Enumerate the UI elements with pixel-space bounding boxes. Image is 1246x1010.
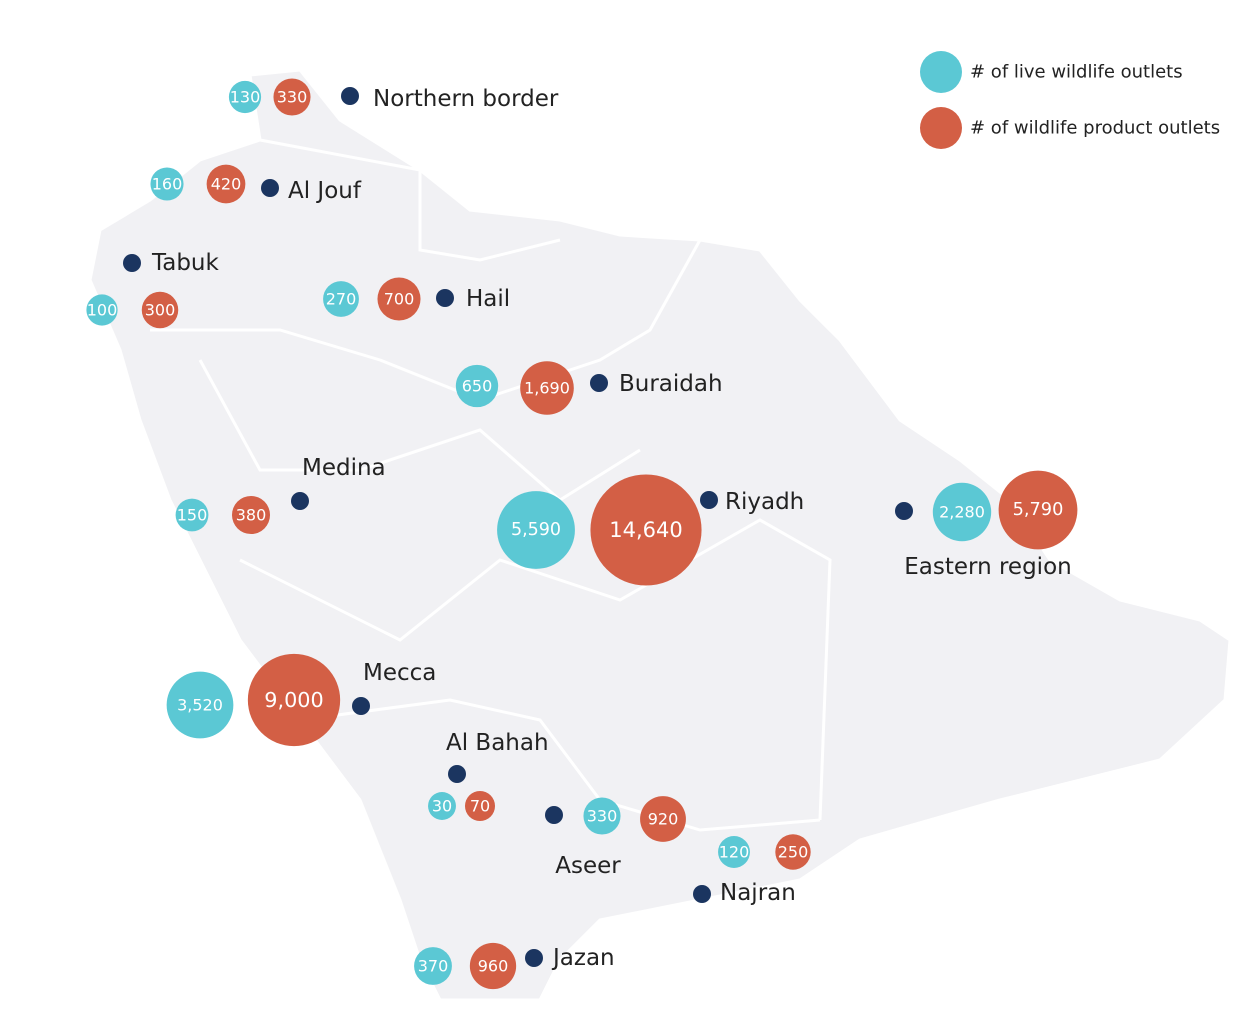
city-dot <box>590 374 608 392</box>
bubble <box>932 482 992 542</box>
bubble <box>175 498 209 532</box>
city-dot <box>700 491 718 509</box>
legend-swatch <box>920 51 962 93</box>
bubble <box>273 78 311 116</box>
city-dot <box>436 289 454 307</box>
region-label: Tabuk <box>151 250 220 276</box>
bubble-label: 420 <box>211 175 242 194</box>
bubble <box>323 281 359 317</box>
bubble-label: 380 <box>236 506 267 525</box>
region-label: Northern border <box>373 86 559 112</box>
city-dot <box>448 765 466 783</box>
bubble-label: 270 <box>326 290 357 309</box>
region-label: Jazan <box>551 945 615 971</box>
bubble <box>150 167 184 201</box>
bubble-label: 1,690 <box>524 379 570 398</box>
legend-label: # of live wildlife outlets <box>970 62 1183 83</box>
region-label: Aseer <box>555 853 621 879</box>
bubble-label: 920 <box>648 810 679 829</box>
bubble <box>455 364 499 408</box>
bubble-label: 30 <box>432 797 452 816</box>
bubble <box>497 491 575 569</box>
bubble-label: 370 <box>418 957 449 976</box>
bubble <box>166 671 234 739</box>
region-label: Hail <box>466 286 510 312</box>
bubble <box>231 495 271 535</box>
bubble <box>141 291 179 329</box>
bubble-label: 250 <box>778 843 809 862</box>
bubble <box>414 947 452 985</box>
bubble-label: 960 <box>478 957 509 976</box>
region-label: Riyadh <box>725 489 804 515</box>
bubble-label: 3,520 <box>177 696 223 715</box>
region-label: Eastern region <box>904 554 1071 580</box>
bubble-label: 330 <box>587 807 618 826</box>
legend-label: # of wildlife product outlets <box>970 118 1220 139</box>
bubble-label: 150 <box>177 506 208 525</box>
bubble-label: 160 <box>152 175 183 194</box>
city-dot <box>291 492 309 510</box>
city-dot <box>123 254 141 272</box>
region-label: Mecca <box>363 660 436 686</box>
bubble-label: 100 <box>87 301 118 320</box>
region-label: Al Bahah <box>446 730 549 756</box>
city-dot <box>545 806 563 824</box>
region-label: Al Jouf <box>288 178 362 204</box>
legend-swatch <box>920 107 962 149</box>
bubble-label: 9,000 <box>264 688 323 712</box>
region-label: Buraidah <box>619 371 723 397</box>
bubble <box>469 942 517 990</box>
city-dot <box>895 502 913 520</box>
city-dot <box>261 179 279 197</box>
city-dot <box>341 87 359 105</box>
bubble-label: 120 <box>719 843 750 862</box>
bubble-label: 300 <box>145 301 176 320</box>
bubble <box>206 164 246 204</box>
city-dot <box>525 949 543 967</box>
bubble-label: 330 <box>277 88 308 107</box>
bubble <box>247 653 341 747</box>
bubble <box>228 80 262 114</box>
bubble <box>998 470 1078 550</box>
bubble-label: 14,640 <box>609 518 682 542</box>
city-dot <box>352 697 370 715</box>
bubble <box>464 790 496 822</box>
bubble <box>377 277 421 321</box>
bubble-label: 130 <box>230 88 261 107</box>
bubble-label: 70 <box>470 797 490 816</box>
bubble <box>590 474 702 586</box>
city-dot <box>693 885 711 903</box>
bubble-label: 5,590 <box>511 520 561 540</box>
bubble-label: 2,280 <box>939 503 985 522</box>
bubble <box>775 834 811 870</box>
bubble-label: 650 <box>462 377 493 396</box>
bubble <box>428 792 456 820</box>
bubble-label: 700 <box>384 290 415 309</box>
bubble <box>718 836 750 868</box>
bubble <box>640 796 686 842</box>
region-label: Najran <box>720 880 796 906</box>
bubble <box>583 797 621 835</box>
region-label: Medina <box>302 455 386 481</box>
bubble-label: 5,790 <box>1013 500 1064 520</box>
bubble <box>520 361 574 415</box>
bubble <box>86 294 118 326</box>
